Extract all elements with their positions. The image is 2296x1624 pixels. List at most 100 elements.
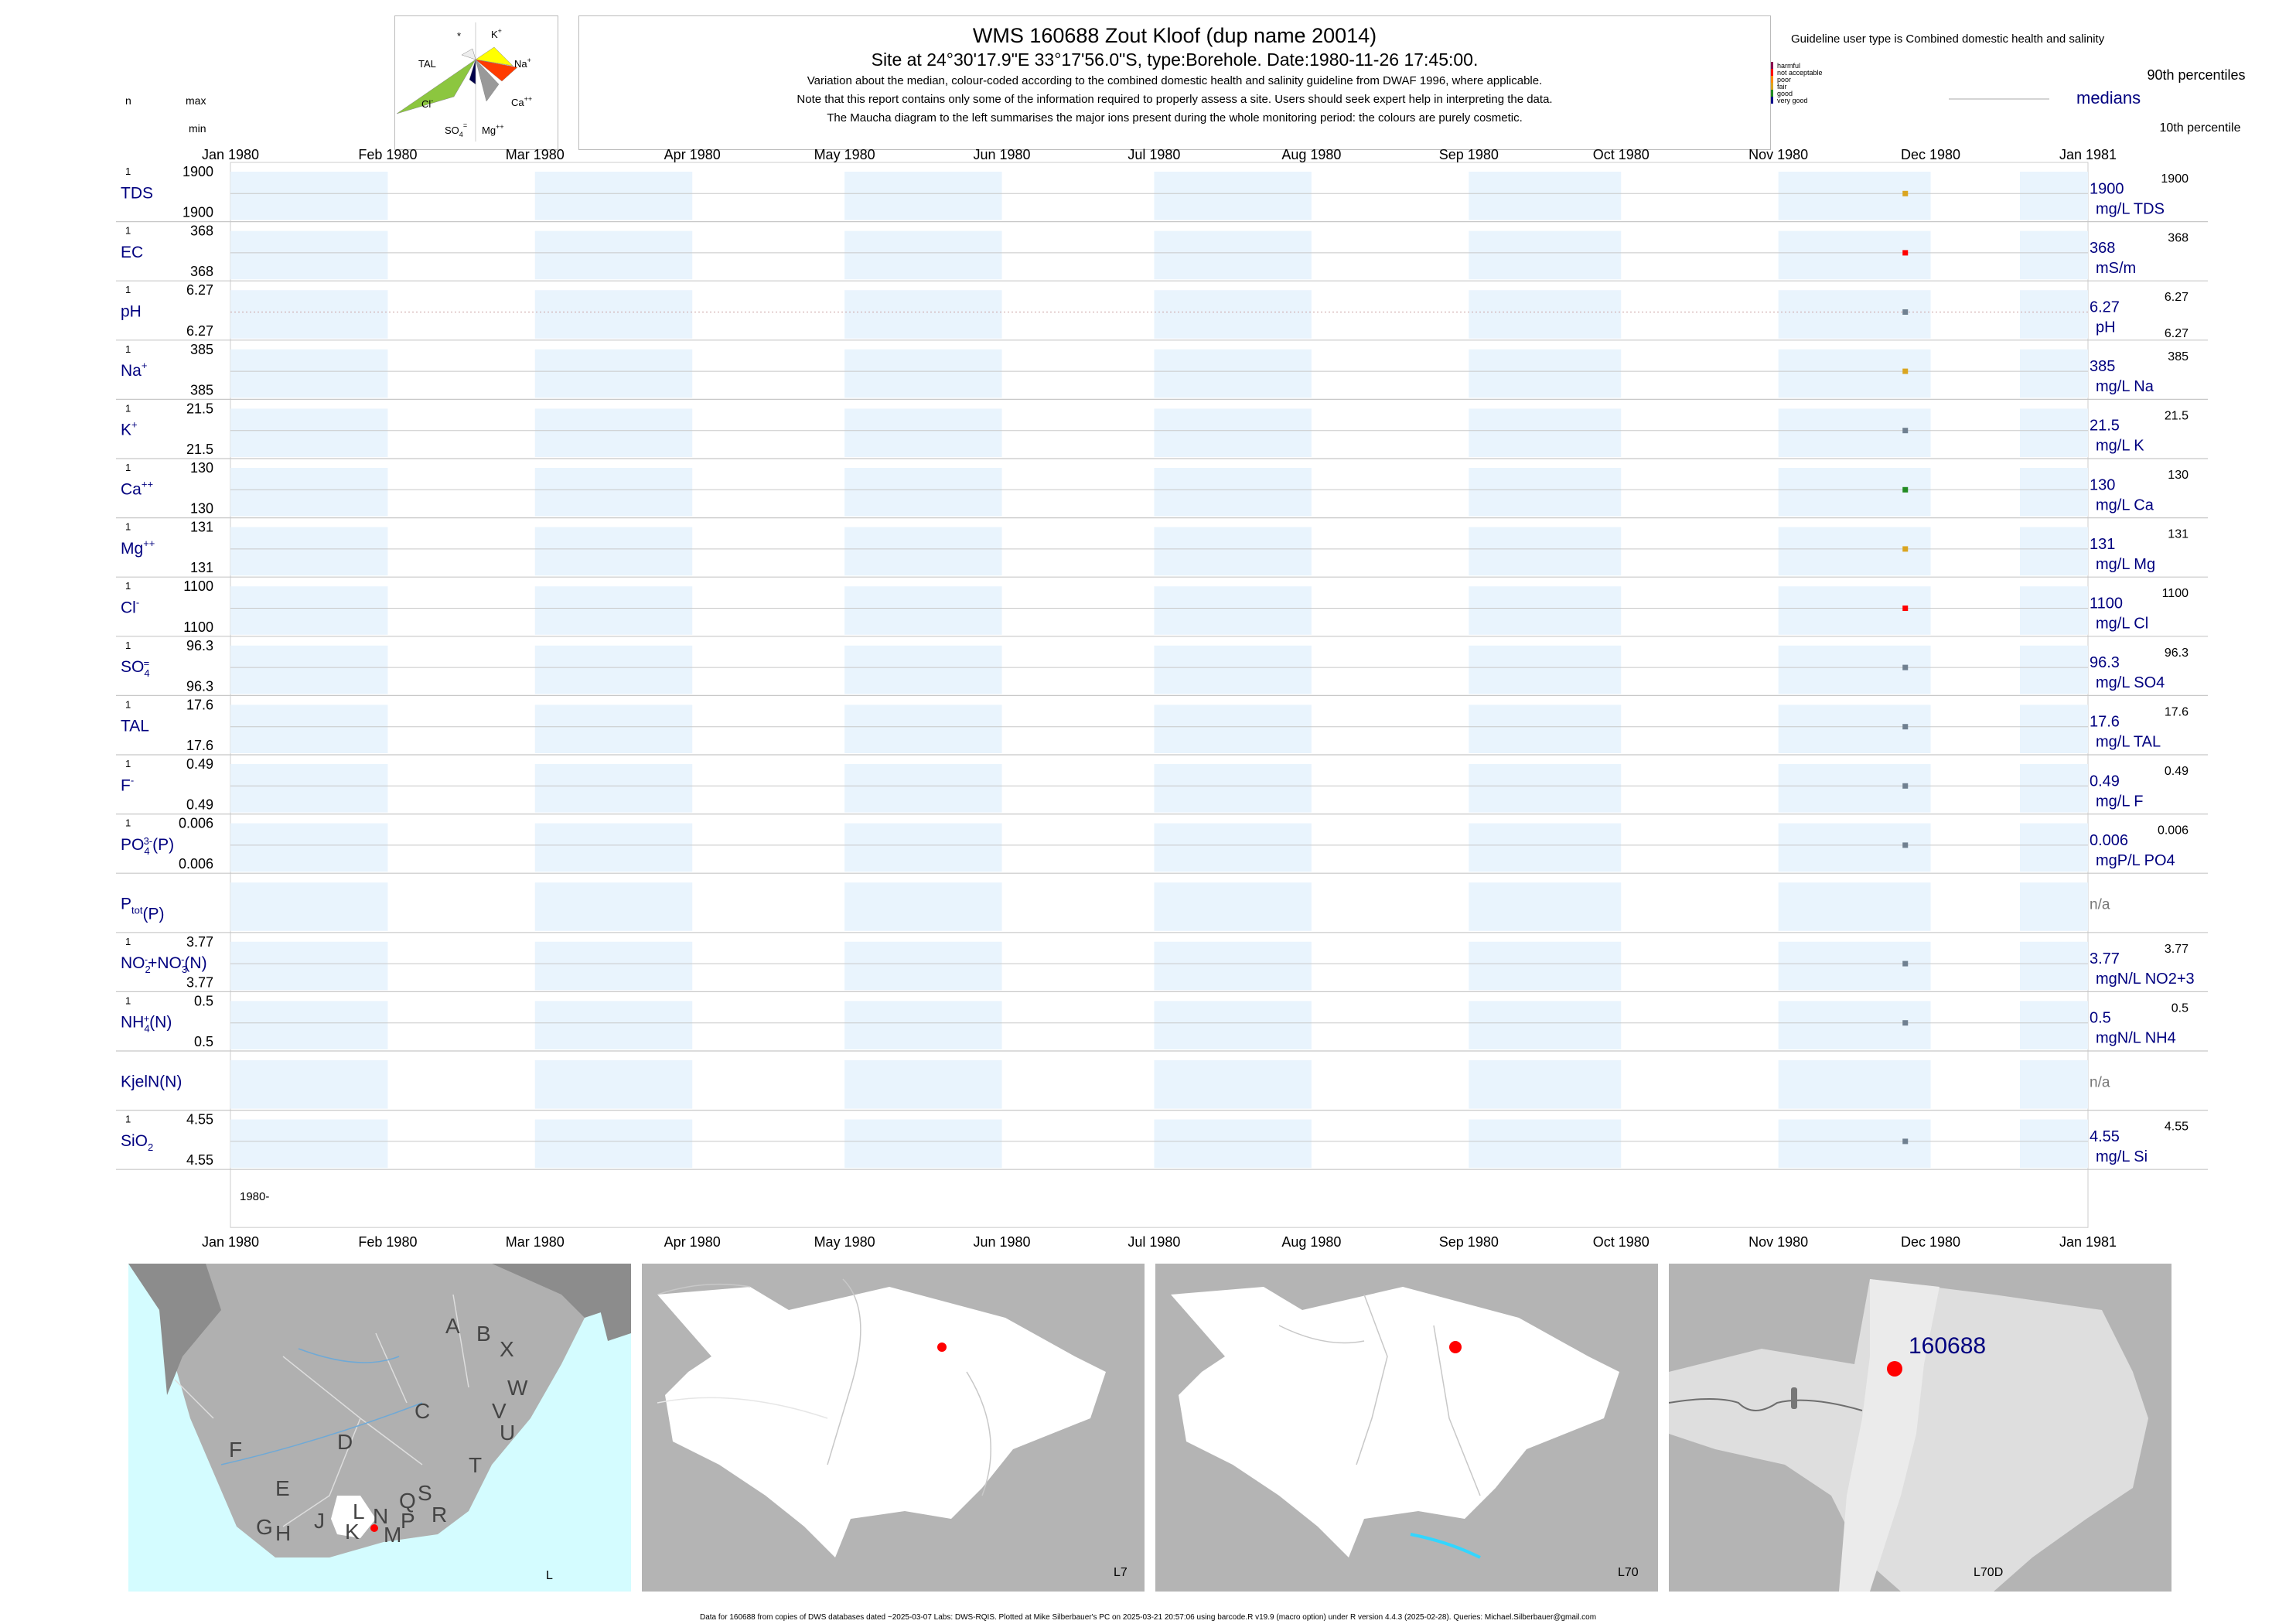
- row-n: 1: [125, 580, 131, 592]
- row-max: 0.006: [179, 816, 213, 831]
- row-max: 1100: [183, 578, 213, 594]
- month-band: [230, 1060, 388, 1109]
- row-unit: pH: [2096, 319, 2116, 336]
- month-band: [534, 290, 693, 339]
- month-band: [844, 823, 1002, 872]
- row-label: PO43-(P): [121, 835, 174, 857]
- x-tick-label-top: Oct 1980: [1593, 147, 1650, 162]
- row-unit: mg/L Cl: [2096, 616, 2148, 633]
- row-label: pH: [121, 303, 142, 321]
- month-band: [2020, 586, 2088, 635]
- x-tick-label-top: Sep 1980: [1439, 147, 1499, 162]
- map-l7-svg: L7: [657, 1278, 1128, 1579]
- data-point-no2no3n: [1902, 960, 1909, 967]
- row-min: 21.5: [186, 442, 213, 457]
- map-l-region-p: P: [401, 1509, 415, 1533]
- maucha-label-na: Na+: [514, 56, 531, 70]
- map-l-region-k: K: [345, 1520, 360, 1544]
- month-band: [1154, 230, 1312, 280]
- map-l70d-svg: 160688 L70D: [1669, 1279, 2148, 1592]
- row-max: 130: [190, 460, 213, 476]
- row-label: EC: [121, 244, 143, 261]
- row-p90: 385: [2168, 350, 2189, 363]
- row-label: Ptot(P): [121, 896, 164, 923]
- row-label: Mg++: [121, 537, 155, 558]
- month-band: [1469, 408, 1622, 457]
- data-point-ec: [1902, 250, 1909, 256]
- report-note-2: Note that this report contains only some…: [797, 93, 1553, 106]
- x-tick-label-top: Jan 1980: [202, 147, 259, 162]
- row-label: KjelN(N): [121, 1073, 182, 1090]
- row-median: 1900: [2090, 180, 2124, 197]
- month-band: [230, 290, 388, 339]
- row-p90: 3.77: [2165, 943, 2189, 956]
- legend-color-0: [1771, 62, 1773, 69]
- x-tick-label-top: Jun 1980: [974, 147, 1031, 162]
- row-max: 131: [190, 520, 213, 535]
- map-l-region-x: X: [500, 1337, 514, 1361]
- month-band: [1154, 349, 1312, 398]
- row-n: 1: [125, 165, 131, 177]
- map-l-region-j: J: [314, 1509, 325, 1533]
- row-max: 4.55: [186, 1112, 213, 1128]
- month-band: [2020, 941, 2088, 991]
- month-band: [1469, 172, 1622, 220]
- month-band: [1469, 823, 1622, 872]
- month-band: [534, 1119, 693, 1169]
- legend-level-label: harmful: [1777, 62, 1800, 70]
- month-band: [2020, 823, 2088, 872]
- x-tick-label-bottom: Sep 1980: [1439, 1234, 1499, 1250]
- month-band: [2020, 1001, 2088, 1049]
- month-band: [844, 230, 1002, 280]
- month-band: [1469, 586, 1622, 635]
- row-max: 368: [190, 223, 213, 239]
- map-l-region-h: H: [275, 1521, 291, 1545]
- row-min: 385: [190, 382, 213, 397]
- data-point-tds: [1902, 190, 1909, 196]
- row-min: 0.006: [179, 856, 213, 872]
- month-band: [1469, 645, 1622, 694]
- month-band: [1154, 527, 1312, 576]
- maucha-diagram: * K+ TAL Na+ Cl- Ca++ SO4= Mg++: [394, 15, 558, 150]
- month-band: [1154, 882, 1312, 931]
- map-l70-site-marker: [1449, 1341, 1462, 1353]
- row-min: 6.27: [186, 323, 213, 339]
- month-band: [230, 764, 388, 813]
- maucha-svg: * K+ TAL Na+ Cl- Ca++ SO4= Mg++: [396, 22, 532, 142]
- month-band: [1154, 1060, 1312, 1109]
- x-tick-label-bottom: Oct 1980: [1593, 1234, 1650, 1250]
- x-tick-label-bottom: May 1980: [814, 1234, 875, 1250]
- row-n: 1: [125, 758, 131, 769]
- month-band: [534, 349, 693, 398]
- month-band: [534, 645, 693, 694]
- row-min: 131: [190, 560, 213, 575]
- map-l-site-marker: [370, 1524, 378, 1532]
- row-median: 3.77: [2090, 950, 2120, 967]
- row-label: K+: [121, 419, 138, 439]
- month-band: [1154, 290, 1312, 339]
- month-band: [230, 230, 388, 280]
- maucha-label-cl: Cl-: [421, 97, 433, 110]
- row-max: 3.77: [186, 934, 213, 950]
- map-l-region-s: S: [418, 1481, 432, 1505]
- map-l-region-l: L: [353, 1499, 365, 1523]
- month-band: [2020, 764, 2088, 813]
- row-median-na: n/a: [2090, 897, 2110, 913]
- data-point-cl: [1902, 606, 1909, 611]
- month-band: [844, 941, 1002, 991]
- data-point-sio2: [1902, 1138, 1909, 1145]
- row-median: 368: [2090, 240, 2115, 257]
- maucha-label-tal: TAL: [418, 58, 436, 70]
- row-unit: mgN/L NO2+3: [2096, 971, 2195, 988]
- month-band: [1469, 1060, 1622, 1109]
- row-n: 1: [125, 225, 131, 237]
- row-p90: 0.5: [2171, 1001, 2189, 1015]
- row-p90: 368: [2168, 232, 2189, 245]
- row-max: 385: [190, 342, 213, 357]
- month-band: [844, 408, 1002, 457]
- map-l-region-w: W: [507, 1376, 528, 1400]
- map-l-region-f: F: [229, 1438, 242, 1462]
- month-band: [230, 882, 388, 931]
- row-n: 1: [125, 521, 131, 533]
- month-band: [534, 586, 693, 635]
